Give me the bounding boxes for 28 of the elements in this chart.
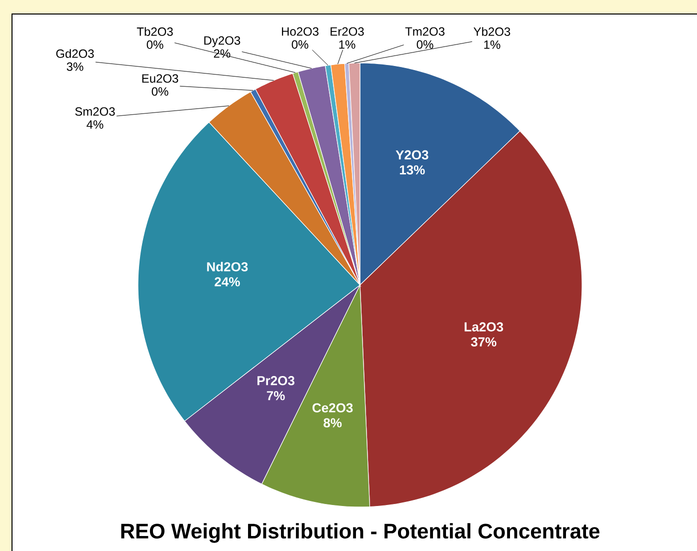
data-label: 8% (324, 418, 342, 428)
data-label: 3% (66, 62, 84, 71)
text: REO Weight Distribution - Potential Concentrate (121, 523, 600, 543)
data-label: 1% (339, 40, 356, 49)
slice-label: Eu2O3 (142, 74, 178, 83)
data-label: 0% (292, 40, 308, 49)
data-label: 0% (416, 40, 434, 49)
slice-label: Tm2O3 (405, 27, 444, 36)
slice-label: Pr2O3 (257, 376, 294, 386)
slice-label: Y2O3 (396, 150, 428, 160)
data-label: 1% (484, 40, 500, 49)
slice-label: Tb2O3 (136, 27, 173, 36)
slice-label: Nd2O3 (207, 262, 248, 272)
data-label: 37% (470, 337, 496, 347)
slice-label: Ho2O3 (282, 27, 318, 36)
data-label: 7% (266, 391, 285, 400)
slice-label: Gd2O3 (56, 49, 94, 58)
data-label: 4% (86, 120, 104, 129)
slice-label: Yb2O3 (474, 27, 510, 36)
slice-label: Ce2O3 (312, 403, 353, 412)
slice-label: La2O3 (464, 322, 504, 332)
data-label: 24% (214, 277, 240, 286)
slice-label: Sm2O3 (75, 107, 115, 116)
data-label: 0% (152, 87, 168, 96)
data-label: 13% (400, 165, 425, 175)
slice-label: Er2O3 (330, 27, 364, 36)
slice-label: Dy2O3 (204, 36, 240, 48)
data-label: 0% (146, 40, 164, 49)
